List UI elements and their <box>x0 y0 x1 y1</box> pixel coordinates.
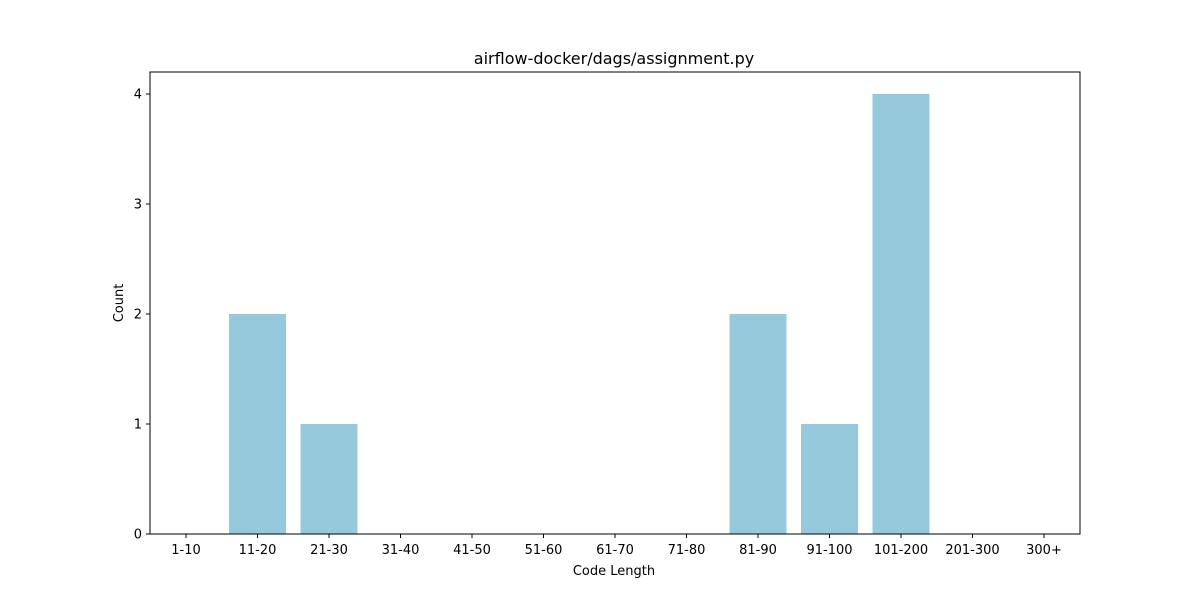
bar-101-200 <box>872 94 930 534</box>
x-tick-label: 81-90 <box>739 543 777 558</box>
x-axis: 1-10 11-20 21-30 31-40 41-50 51-60 61-70 71-80 8… <box>171 534 1062 558</box>
y-tick-label: 4 <box>134 88 142 103</box>
chart-title: airflow-docker/dags/assignment.py <box>474 49 754 68</box>
y-tick-label: 2 <box>134 308 142 323</box>
x-tick-label: 300+ <box>1026 543 1062 558</box>
y-axis: 0 1 2 3 4 <box>134 88 150 543</box>
bar-21-30 <box>300 424 358 534</box>
x-tick-label: 51-60 <box>525 543 563 558</box>
y-tick-label: 3 <box>134 198 142 213</box>
x-tick-label: 101-200 <box>874 543 928 558</box>
bar-81-90 <box>729 314 787 534</box>
bars-layer <box>229 94 930 534</box>
bar-91-100 <box>801 424 858 534</box>
bar-11-20 <box>229 314 286 534</box>
y-axis-label: Count <box>112 284 127 323</box>
x-tick-label: 41-50 <box>453 543 491 558</box>
x-tick-label: 21-30 <box>310 543 348 558</box>
x-tick-label: 71-80 <box>668 543 706 558</box>
x-axis-label: Code Length <box>573 564 655 579</box>
y-tick-label: 1 <box>134 418 142 433</box>
x-tick-label: 1-10 <box>171 543 201 558</box>
x-tick-label: 11-20 <box>239 543 277 558</box>
x-tick-label: 91-100 <box>806 543 852 558</box>
y-tick-label: 0 <box>134 528 142 543</box>
x-tick-label: 31-40 <box>382 543 420 558</box>
x-tick-label: 201-300 <box>945 543 999 558</box>
x-tick-label: 61-70 <box>596 543 634 558</box>
